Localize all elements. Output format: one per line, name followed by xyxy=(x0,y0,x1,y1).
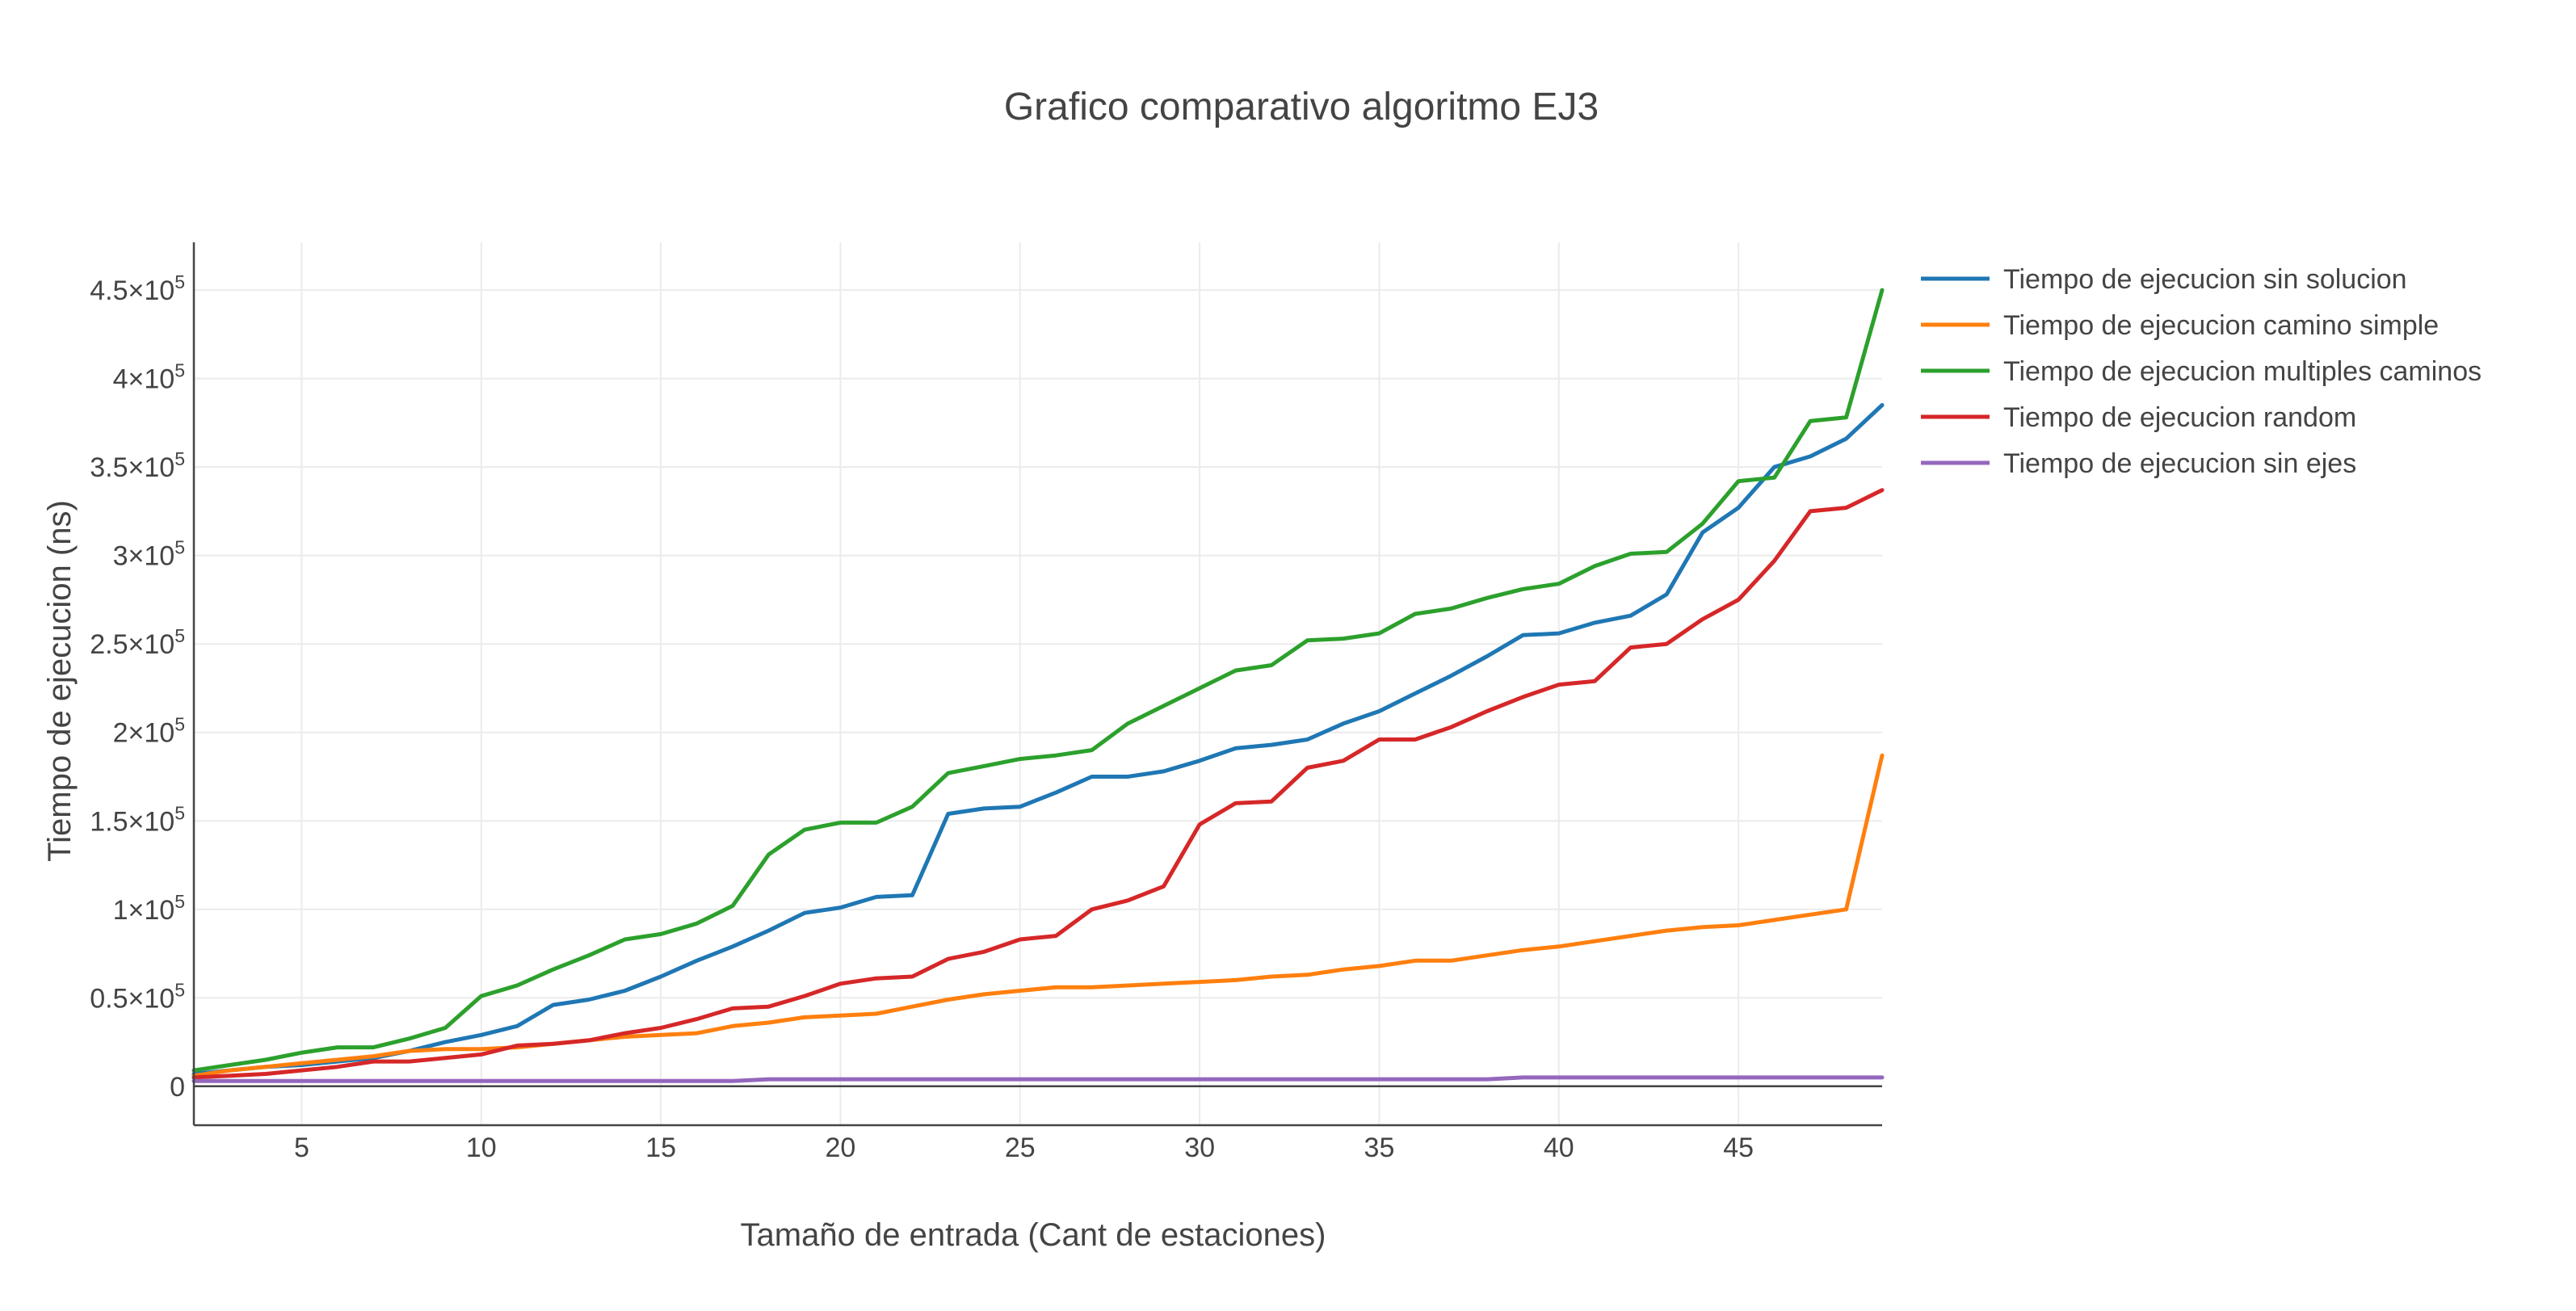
legend-item[interactable]: Tiempo de ejecucion multiples caminos xyxy=(1921,356,2481,387)
series-line xyxy=(191,488,1885,1080)
grid-lines xyxy=(194,242,1882,1125)
legend[interactable]: Tiempo de ejecucion sin solucion Tiempo d… xyxy=(1921,264,2481,479)
series-line xyxy=(191,403,1885,1076)
y-tick-label: 1×105 xyxy=(113,891,185,926)
x-tick-labels: 5 10 15 20 25 30 35 40 45 xyxy=(294,1132,1754,1163)
x-tick-label: 5 xyxy=(294,1132,309,1163)
x-tick-label: 25 xyxy=(1005,1132,1036,1163)
series-line xyxy=(191,753,1885,1078)
legend-item[interactable]: Tiempo de ejecucion sin ejes xyxy=(1921,448,2356,479)
legend-label: Tiempo de ejecucion random xyxy=(2003,402,2356,433)
x-tick-label: 45 xyxy=(1723,1132,1754,1163)
y-tick-label: 4×105 xyxy=(113,360,185,395)
legend-item[interactable]: Tiempo de ejecucion random xyxy=(1921,402,2356,433)
x-axis-label: Tamaño de entrada (Cant de estaciones) xyxy=(741,1217,1326,1253)
series-line xyxy=(191,288,1885,1073)
y-tick-label: 3×105 xyxy=(113,537,185,572)
legend-item[interactable]: Tiempo de ejecucion camino simple xyxy=(1921,310,2439,341)
y-tick-label: 2.5×105 xyxy=(90,625,185,660)
x-tick-label: 30 xyxy=(1184,1132,1215,1163)
y-axis-label: Tiempo de ejecucion (ns) xyxy=(42,500,78,862)
y-tick-label: 1.5×105 xyxy=(90,802,185,837)
legend-label: Tiempo de ejecucion sin ejes xyxy=(2003,448,2356,479)
series-line xyxy=(191,1075,1885,1083)
legend-label: Tiempo de ejecucion multiples caminos xyxy=(2003,356,2481,387)
y-tick-labels: 0 0.5×105 1×105 1.5×105 2×105 2.5×105 3×105 3.5… xyxy=(90,271,185,1103)
axes xyxy=(192,242,1882,1127)
y-tick-label: 0 xyxy=(170,1072,185,1103)
x-tick-label: 40 xyxy=(1544,1132,1574,1163)
x-tick-label: 15 xyxy=(645,1132,676,1163)
x-tick-label: 20 xyxy=(826,1132,856,1163)
y-tick-label: 2×105 xyxy=(113,714,185,749)
legend-label: Tiempo de ejecucion camino simple xyxy=(2003,310,2439,341)
y-tick-label: 3.5×105 xyxy=(90,448,185,483)
y-tick-label: 0.5×105 xyxy=(90,979,185,1014)
x-tick-label: 35 xyxy=(1364,1132,1395,1163)
y-tick-label: 4.5×105 xyxy=(90,271,185,306)
series-lines xyxy=(191,288,1885,1083)
x-tick-label: 10 xyxy=(466,1132,497,1163)
legend-item[interactable]: Tiempo de ejecucion sin solucion xyxy=(1921,264,2407,295)
legend-label: Tiempo de ejecucion sin solucion xyxy=(2003,264,2407,295)
chart-title: Grafico comparativo algoritmo EJ3 xyxy=(1004,86,1599,128)
